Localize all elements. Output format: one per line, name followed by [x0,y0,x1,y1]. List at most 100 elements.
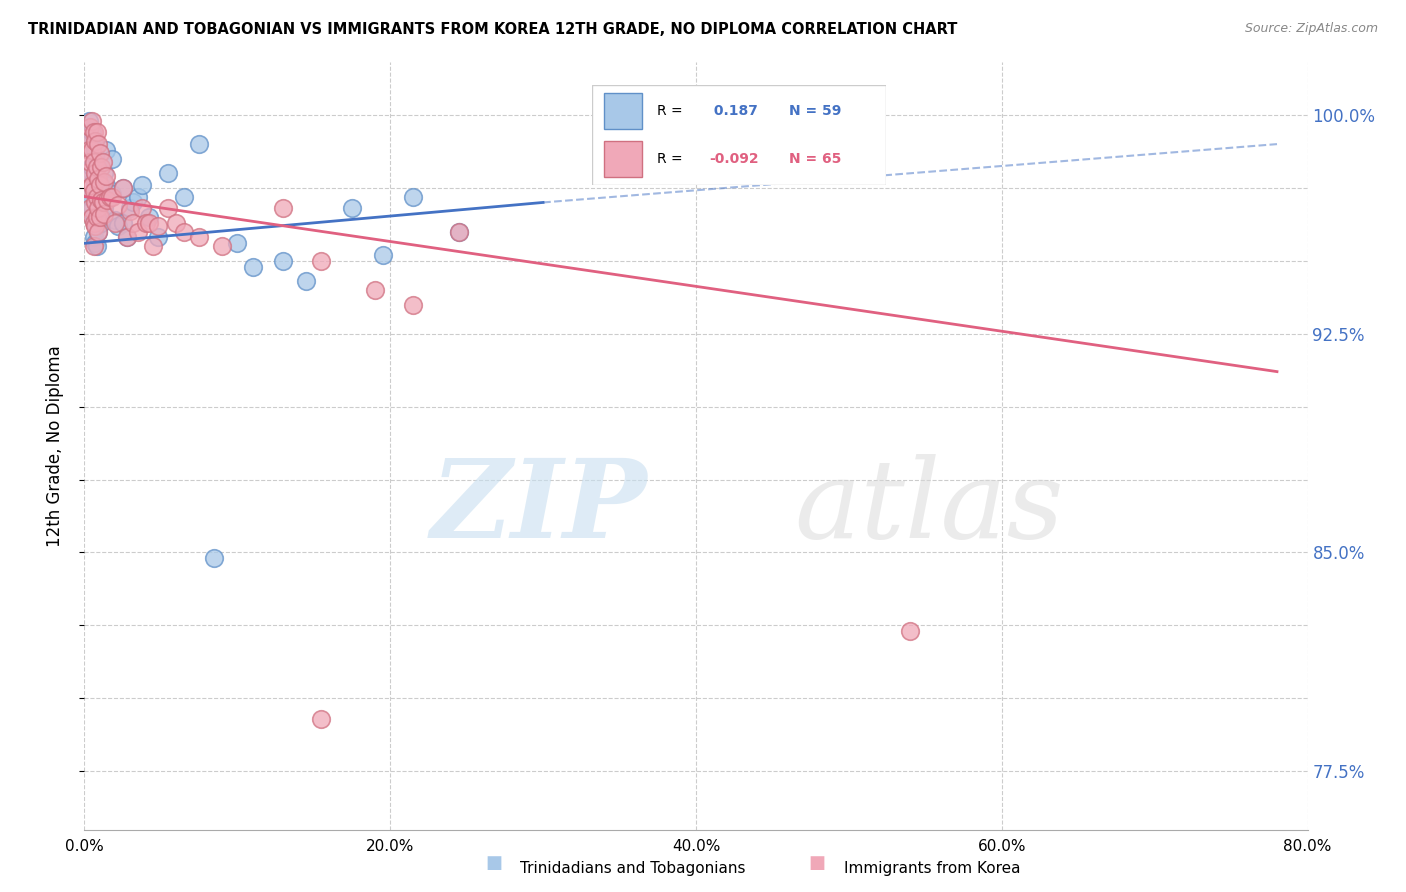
Point [101,152,124,166]
Point [115,230,138,244]
Point [84,166,107,180]
Point [165,216,187,230]
Point [146,219,169,233]
Point [87,225,110,239]
Point [135,216,157,230]
Point [87,172,110,186]
Point [80,161,103,175]
Point [311,253,333,268]
Point [898,624,921,639]
Point [311,712,333,726]
Text: TRINIDADIAN AND TOBAGONIAN VS IMMIGRANTS FROM KOREA 12TH GRADE, NO DIPLOMA CORRE: TRINIDADIAN AND TOBAGONIAN VS IMMIGRANTS… [28,22,957,37]
Point [115,230,138,244]
Point [80,178,103,192]
Point [91,193,114,207]
Point [107,219,129,233]
Point [84,178,107,192]
Point [86,125,108,139]
Point [122,195,145,210]
Point [127,189,149,203]
Point [87,189,110,203]
Text: ■: ■ [485,855,502,872]
Point [226,236,249,251]
Point [142,239,165,253]
Point [188,230,211,244]
Point [271,201,294,215]
Point [83,239,105,253]
Point [211,239,233,253]
Point [295,274,318,288]
Point [83,230,105,244]
Point [138,210,160,224]
Point [96,193,118,207]
Point [79,120,101,134]
Point [83,184,105,198]
Point [77,143,100,157]
Point [94,169,117,184]
Point [138,216,160,230]
Point [122,216,145,230]
Point [131,178,153,192]
Point [76,131,98,145]
Point [364,283,387,297]
Point [94,143,117,157]
Point [447,225,470,239]
Point [80,210,103,224]
Point [371,248,394,262]
Point [91,195,114,210]
Point [80,125,103,139]
Point [84,143,107,157]
Point [120,201,142,215]
Point [87,201,110,215]
Point [173,189,195,203]
Point [402,189,425,203]
Point [93,207,115,221]
Point [104,213,127,227]
Point [83,210,105,224]
Point [75,166,97,180]
Point [76,166,98,180]
Point [87,157,110,171]
Point [86,239,108,253]
Point [173,225,195,239]
Point [86,219,108,233]
Point [111,216,134,230]
Point [101,189,124,203]
Point [87,137,110,152]
Point [93,166,115,180]
Point [104,216,127,230]
Point [89,210,111,224]
Point [84,236,107,251]
Point [90,193,112,207]
Point [97,189,120,203]
Point [77,181,100,195]
Point [79,201,101,215]
Point [86,210,108,224]
Point [79,143,101,157]
Point [89,178,111,192]
Point [101,186,124,201]
Point [127,225,149,239]
Point [79,154,101,169]
Point [111,181,134,195]
Y-axis label: 12th Grade, No Diploma: 12th Grade, No Diploma [45,345,63,547]
Point [202,551,225,566]
Text: atlas: atlas [794,454,1063,561]
Point [80,113,103,128]
Point [90,161,112,175]
Point [402,297,425,311]
Point [131,201,153,215]
Point [89,207,111,221]
Point [91,154,114,169]
Point [80,143,103,157]
Point [86,184,108,198]
Point [90,216,112,230]
Point [146,230,169,244]
Point [83,125,105,139]
Point [120,204,142,219]
Point [84,134,107,148]
Point [87,225,110,239]
Point [77,113,100,128]
Point [107,198,129,212]
Point [89,145,111,160]
